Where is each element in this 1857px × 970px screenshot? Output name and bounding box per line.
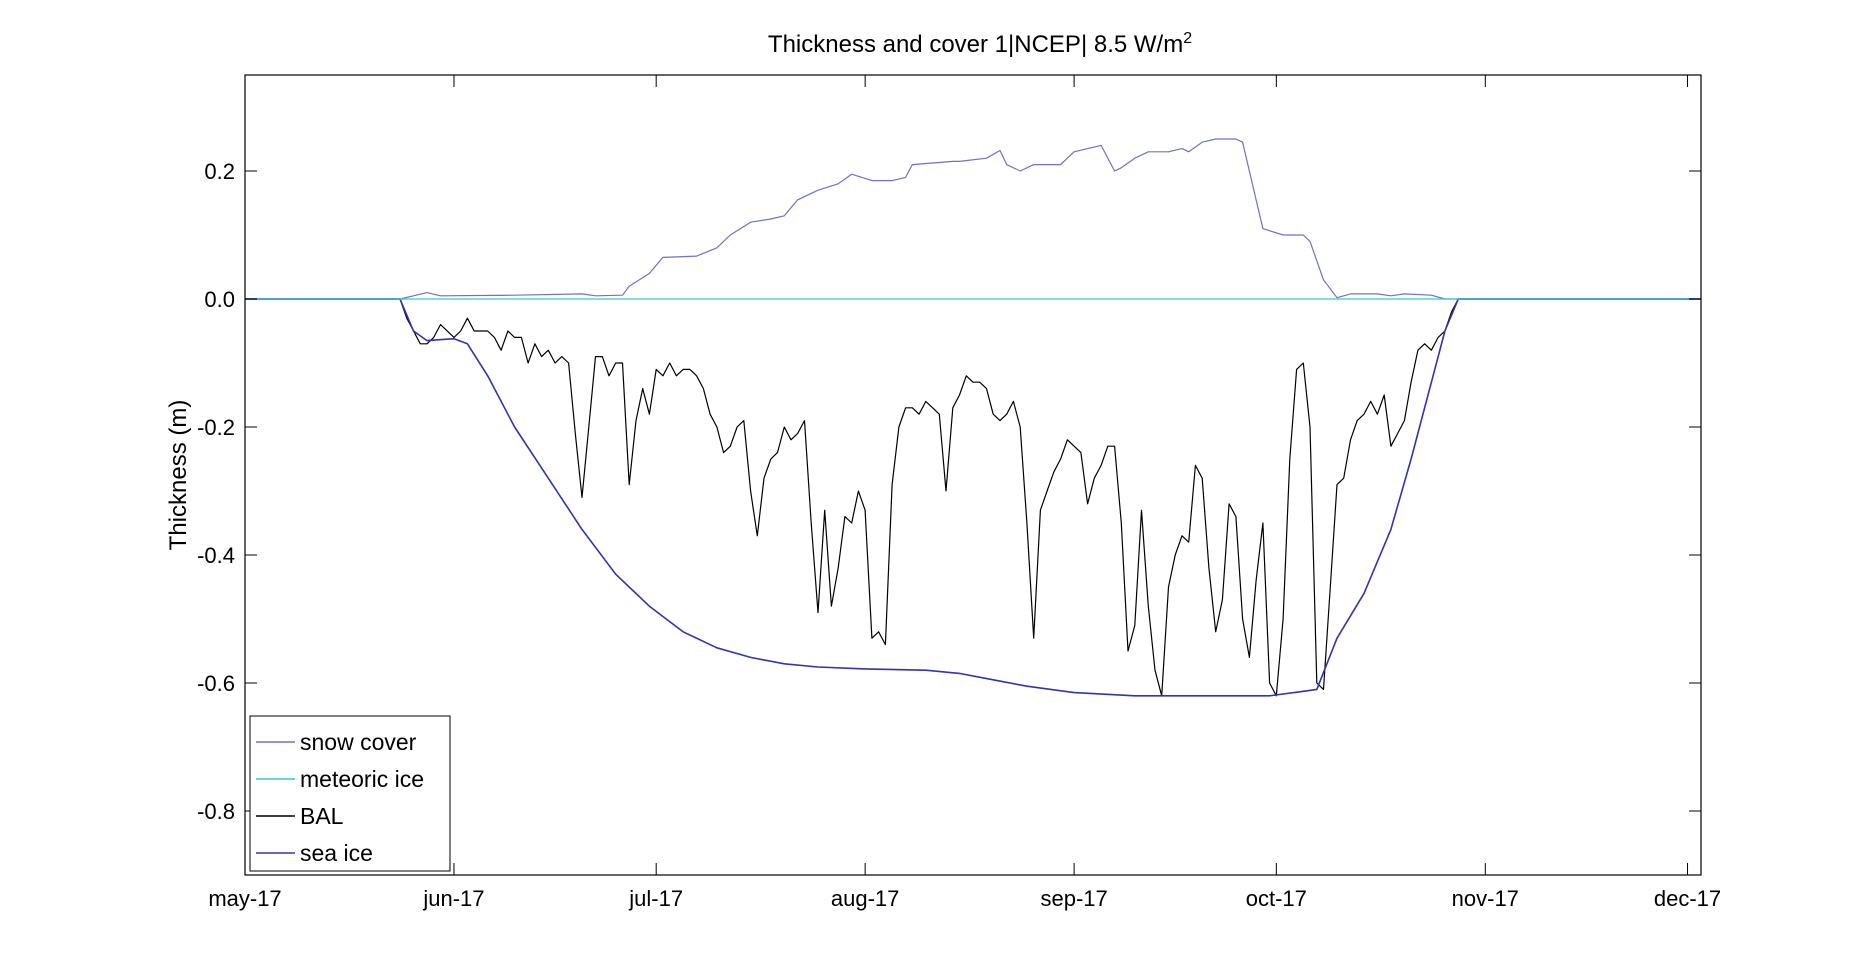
x-tick-label: dec-17 — [1654, 886, 1721, 911]
x-tick-label: may-17 — [208, 886, 281, 911]
x-tick-label: jun-17 — [422, 886, 484, 911]
plot-frame — [244, 74, 1702, 876]
y-tick-label: -0.2 — [197, 415, 235, 440]
series-line-BAL — [245, 298, 1701, 697]
x-tick-label: aug-17 — [831, 886, 900, 911]
y-tick-label: -0.8 — [197, 799, 235, 824]
y-axis-label: Thickness (m) — [165, 400, 192, 551]
y-axis: 0.2 0.0 -0.2 -0.4 -0.6 -0.8 — [197, 159, 1701, 824]
series-line-snow-cover — [245, 138, 1701, 300]
legend-label: meteoric ice — [300, 766, 424, 792]
y-tick-label: 0.2 — [204, 159, 235, 184]
x-tick-label: jul-17 — [628, 886, 683, 911]
legend: snow cover meteoric ice BAL sea ice — [249, 715, 451, 872]
chart-title-superscript: 2 — [1183, 30, 1192, 47]
y-tick-label: -0.6 — [197, 671, 235, 696]
legend-label: sea ice — [300, 840, 373, 866]
x-axis: may-17 jun-17 jul-17 aug-17 sep-17 oct-17 nov-… — [208, 75, 1721, 911]
x-tick-label: oct-17 — [1246, 886, 1307, 911]
legend-label: snow cover — [300, 729, 417, 755]
y-tick-label: -0.4 — [197, 543, 235, 568]
series-layer — [245, 138, 1701, 697]
x-tick-label: nov-17 — [1452, 886, 1519, 911]
chart-title-text: Thickness and cover 1|NCEP| 8.5 W/m — [768, 31, 1183, 58]
chart-title: Thickness and cover 1|NCEP| 8.5 W/m2 — [768, 30, 1192, 58]
series-line-sea-ice — [245, 298, 1701, 697]
x-tick-label: sep-17 — [1040, 886, 1107, 911]
legend-label: BAL — [300, 803, 344, 829]
y-tick-label: 0.0 — [204, 287, 235, 312]
